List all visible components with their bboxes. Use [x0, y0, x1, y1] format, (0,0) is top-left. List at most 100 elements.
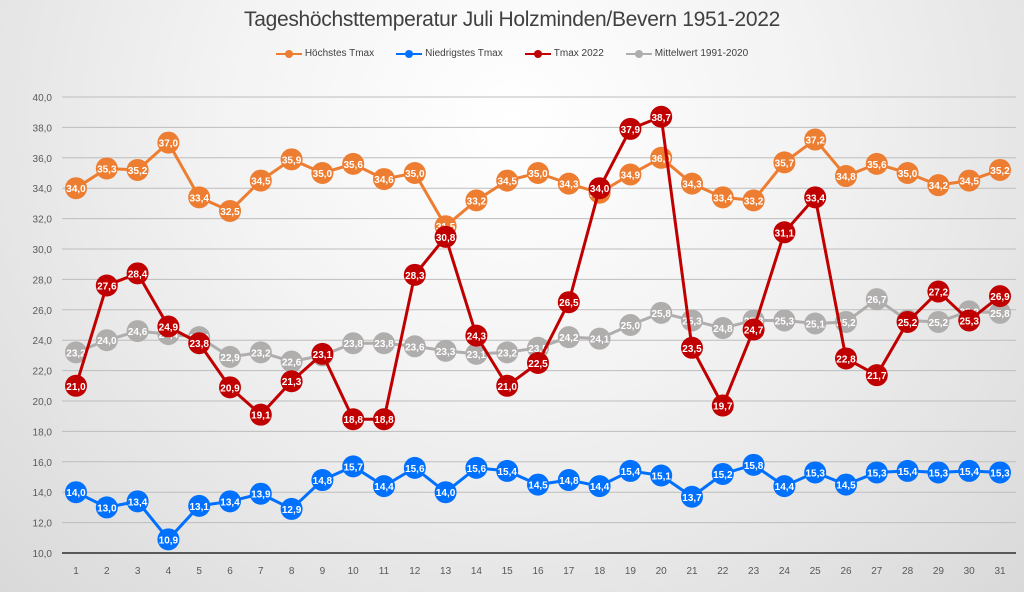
data-point: [958, 169, 981, 192]
data-point: [403, 263, 426, 286]
data-point: [527, 473, 549, 496]
data-point: [958, 309, 981, 332]
series-tmax-2022: 21,0 27,6 28,4 24,9 23,8 20,9 19,1 21,3 23,1 18,8…: [65, 105, 1011, 431]
y-tick-label: 20,0: [33, 397, 53, 408]
data-label: 25,2: [898, 318, 918, 329]
data-point: [619, 314, 642, 336]
data-label: 13,4: [220, 497, 240, 508]
data-point: [373, 332, 395, 355]
y-tick-label: 24,0: [33, 336, 53, 347]
data-label: 12,9: [282, 505, 302, 516]
data-label: 35,6: [343, 160, 363, 171]
data-point: [280, 148, 303, 171]
x-tick-label: 29: [933, 566, 945, 577]
data-point: [126, 158, 149, 181]
data-point: [650, 464, 673, 487]
data-point: [188, 494, 211, 517]
data-label: 18,8: [374, 415, 394, 426]
data-label: 14,8: [559, 476, 579, 487]
data-label: 34,2: [929, 181, 949, 192]
data-point: [403, 335, 426, 358]
data-point: [588, 327, 611, 350]
data-label: 35,3: [97, 164, 117, 175]
x-tick-label: 31: [994, 566, 1006, 577]
data-point: [896, 459, 919, 482]
data-label: 25,2: [929, 318, 949, 329]
data-point: [188, 186, 211, 209]
data-label: 24,0: [97, 336, 117, 347]
data-point: [742, 318, 765, 341]
data-label: 13,4: [128, 497, 148, 508]
x-tick-label: 4: [166, 566, 172, 577]
y-tick-label: 10,0: [33, 549, 53, 560]
data-label: 24,9: [159, 323, 179, 334]
x-tick-label: 14: [471, 566, 483, 577]
legend: Höchstes Tmax Niedrigstes Tmax Tmax 2022…: [0, 48, 1024, 59]
data-label: 13,0: [97, 503, 117, 514]
data-label: 15,1: [651, 471, 671, 482]
data-point: [496, 459, 519, 482]
data-point: [557, 172, 580, 195]
data-point: [773, 221, 796, 244]
data-label: 10,9: [159, 535, 179, 546]
data-point: [403, 162, 426, 184]
y-tick-label: 14,0: [33, 488, 53, 499]
data-label: 15,8: [744, 461, 764, 472]
data-label: 22,5: [528, 359, 548, 370]
data-label: 34,5: [251, 177, 271, 188]
data-point: [249, 482, 272, 505]
data-point: [311, 162, 334, 184]
data-label: 23,3: [436, 347, 456, 358]
data-point: [619, 117, 642, 140]
y-tick-label: 12,0: [33, 519, 53, 530]
x-tick-label: 30: [964, 566, 976, 577]
y-tick-label: 16,0: [33, 458, 53, 469]
data-point: [465, 324, 488, 347]
data-label: 23,1: [313, 350, 333, 361]
data-point: [711, 317, 734, 340]
data-label: 34,3: [682, 180, 702, 191]
data-point: [742, 453, 765, 476]
data-point: [249, 341, 272, 364]
data-label: 33,2: [467, 196, 487, 207]
data-label: 37,2: [805, 136, 825, 147]
data-label: 24,8: [713, 324, 733, 335]
x-tick-label: 13: [440, 566, 452, 577]
data-point: [588, 177, 611, 200]
data-label: 22,9: [220, 353, 240, 364]
data-label: 14,0: [66, 488, 86, 499]
data-point: [126, 320, 149, 343]
data-point: [434, 481, 457, 504]
data-label: 23,1: [467, 350, 487, 361]
data-label: 14,5: [836, 481, 856, 492]
data-label: 22,6: [282, 357, 302, 368]
data-point: [989, 301, 1011, 324]
data-point: [249, 403, 272, 426]
data-label: 27,2: [929, 288, 949, 299]
data-point: [804, 312, 827, 335]
data-point: [711, 462, 734, 485]
data-label: 34,5: [959, 177, 979, 188]
data-point: [465, 189, 488, 212]
data-label: 13,7: [682, 493, 702, 504]
data-label: 15,7: [343, 462, 363, 473]
data-point: [896, 162, 919, 184]
data-label: 34,3: [559, 180, 579, 191]
data-point: [557, 326, 580, 349]
data-point: [373, 475, 395, 498]
data-label: 14,4: [374, 482, 394, 493]
data-point: [434, 339, 457, 362]
series-h-chstes-tmax: 34,0 35,3 35,2 37,0 33,4 32,5 34,5 35,9 35,0 35,6…: [65, 128, 1011, 238]
data-label: 14,4: [775, 482, 795, 493]
data-label: 26,5: [559, 298, 579, 309]
data-label: 26,7: [867, 295, 887, 306]
data-label: 15,6: [467, 464, 487, 475]
x-tick-label: 10: [348, 566, 360, 577]
data-point: [126, 262, 149, 285]
data-point: [865, 288, 888, 311]
data-label: 23,8: [189, 339, 209, 350]
data-label: 38,7: [651, 113, 671, 124]
y-tick-label: 26,0: [33, 306, 53, 317]
chart-title: Tageshöchsttemperatur Juli Holzminden/Be…: [244, 8, 780, 31]
x-tick-label: 5: [196, 566, 202, 577]
